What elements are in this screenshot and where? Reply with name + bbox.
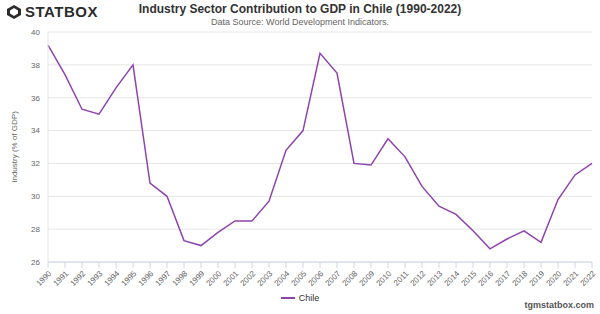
svg-text:2011: 2011 bbox=[392, 269, 411, 288]
svg-text:2002: 2002 bbox=[238, 269, 257, 288]
svg-text:2015: 2015 bbox=[459, 269, 478, 288]
svg-text:2012: 2012 bbox=[408, 269, 427, 288]
svg-text:1997: 1997 bbox=[153, 269, 172, 288]
svg-text:2017: 2017 bbox=[493, 269, 512, 288]
svg-text:2021: 2021 bbox=[561, 269, 580, 288]
svg-text:2000: 2000 bbox=[204, 269, 223, 288]
svg-text:Industry (% of GDP): Industry (% of GDP) bbox=[10, 111, 19, 183]
svg-text:28: 28 bbox=[31, 225, 40, 234]
svg-text:1999: 1999 bbox=[187, 269, 206, 288]
svg-text:2006: 2006 bbox=[306, 269, 325, 288]
svg-text:2018: 2018 bbox=[510, 269, 529, 288]
svg-text:26: 26 bbox=[31, 258, 40, 267]
svg-text:1990: 1990 bbox=[34, 269, 53, 288]
svg-text:2001: 2001 bbox=[221, 269, 240, 288]
svg-text:2014: 2014 bbox=[442, 269, 461, 288]
html-text:Data Source: World Development: Data Source: World Development Indicator… bbox=[211, 17, 389, 27]
svg-text:1993: 1993 bbox=[85, 269, 104, 288]
svg-text:34: 34 bbox=[31, 126, 40, 135]
svg-text:30: 30 bbox=[31, 192, 40, 201]
svg-text:38: 38 bbox=[31, 61, 40, 70]
svg-text:2010: 2010 bbox=[374, 269, 393, 288]
svg-text:2022: 2022 bbox=[578, 269, 592, 288]
svg-text:1998: 1998 bbox=[170, 269, 189, 288]
html-text:Industry Sector Contribution t: Industry Sector Contribution to GDP in C… bbox=[138, 2, 462, 16]
svg-text:2020: 2020 bbox=[544, 269, 563, 288]
svg-text:2004: 2004 bbox=[272, 269, 291, 288]
svg-text:36: 36 bbox=[31, 94, 40, 103]
svg-text:2016: 2016 bbox=[476, 269, 495, 288]
svg-text:2008: 2008 bbox=[340, 269, 359, 288]
svg-text:1995: 1995 bbox=[119, 269, 138, 288]
html-text:Chile: Chile bbox=[298, 293, 320, 303]
svg-text:1992: 1992 bbox=[68, 269, 87, 288]
svg-text:2009: 2009 bbox=[357, 269, 376, 288]
svg-text:2003: 2003 bbox=[255, 269, 274, 288]
html-text:STATBOX: STATBOX bbox=[25, 3, 98, 20]
svg-text:2005: 2005 bbox=[289, 269, 308, 288]
svg-text:1994: 1994 bbox=[102, 269, 121, 288]
html-text:tgmstatbox.com: tgmstatbox.com bbox=[524, 300, 594, 310]
svg-text:1991: 1991 bbox=[51, 269, 70, 288]
svg-text:32: 32 bbox=[31, 159, 40, 168]
svg-text:2013: 2013 bbox=[425, 269, 444, 288]
svg-text:40: 40 bbox=[31, 28, 40, 37]
svg-text:1996: 1996 bbox=[136, 269, 155, 288]
svg-text:2007: 2007 bbox=[323, 269, 342, 288]
svg-text:2019: 2019 bbox=[527, 269, 546, 288]
